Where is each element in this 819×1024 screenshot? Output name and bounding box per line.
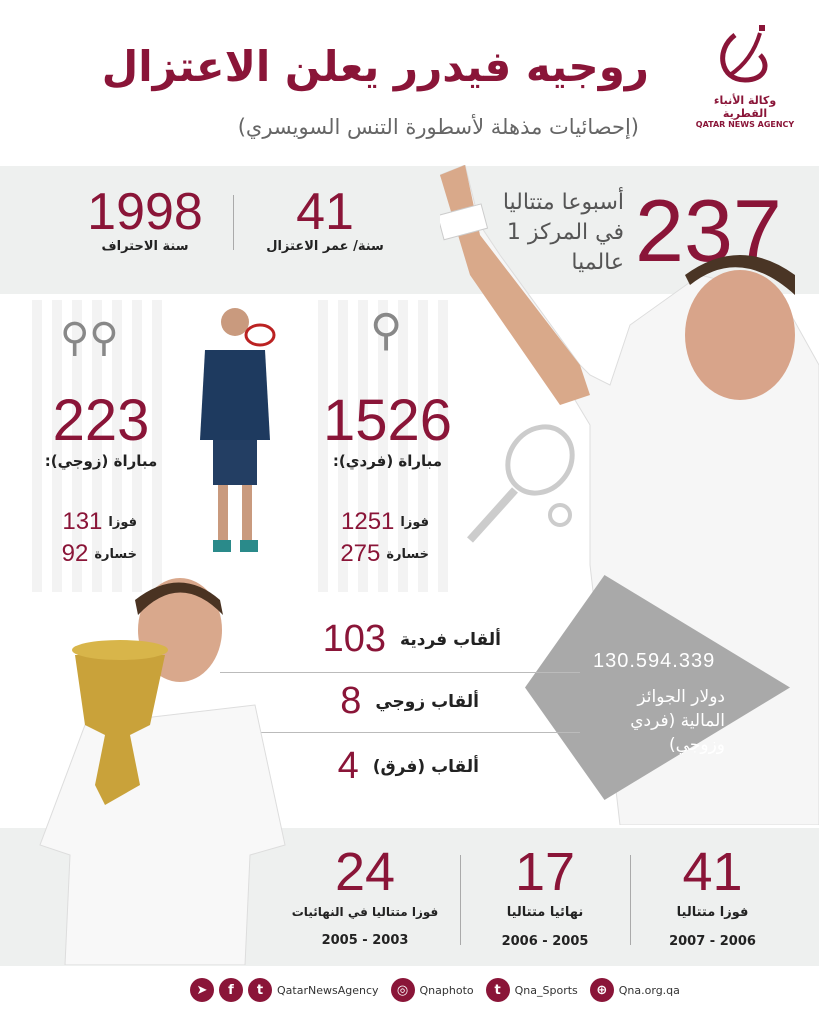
retire-age-stat: 41 سنة/ عمر الاعتزال [255,185,395,254]
doubles-wins: فوزا 131 [62,508,137,536]
streak-value: 41 [682,842,743,902]
streak-stat: 24 فوزا متتاليا في النهائيات 2005 - 2003 [290,843,440,948]
divider [233,195,234,250]
singles-matches-value: 1526 [322,388,453,453]
footer-twitter[interactable]: t Qna_Sports [485,978,578,1002]
website-link[interactable]: Qna.org.qa [618,983,680,997]
footer: ➤ f t QatarNewsAgency ◎ Qnaphoto t Qna_S… [190,978,680,1002]
titles-teams-label: ألقاب (فرق) [372,756,479,777]
titles-singles-value: 103 [322,618,387,660]
instagram-icon: ◎ [390,978,415,1002]
doubles-panel [32,300,170,592]
streak-years: 2005 - 2003 [321,933,409,948]
singles-wins: فوزا 1251 [341,508,429,536]
streak-label: نهائيا متتاليا [506,905,584,920]
singles-wins-label: فوزا [400,514,429,530]
title-divider [220,672,580,673]
retire-age-value: 41 [296,183,354,241]
footer-handle[interactable]: QatarNewsAgency [277,983,379,997]
instagram-handle[interactable]: Qnaphoto [419,983,474,997]
titles-doubles-value: 8 [340,680,362,722]
federer-trophy-photo [35,575,290,966]
divider [630,855,631,945]
titles-teams: ألقاب (فرق) 4 [338,745,479,788]
singles-losses: خسارة 275 [340,540,429,568]
logo-arabic: وكالة الأنباء القطرية [713,94,777,120]
streak-label: فوزا متتاليا [676,905,749,920]
facebook-icon: f [219,978,243,1002]
prize-value: 130.594.339 [593,650,716,672]
footer-website[interactable]: ⊕ Qna.org.qa [589,978,680,1002]
streak-value: 24 [334,842,396,902]
doubles-losses: خسارة 92 [62,540,137,568]
top-band [0,166,819,294]
streak-years: 2007 - 2006 [669,934,756,949]
tennis-racket-icon [460,420,580,554]
footer-social-main[interactable]: ➤ f t QatarNewsAgency [190,978,379,1002]
telegram-icon: ➤ [190,978,214,1002]
title-divider [220,732,580,733]
doubles-wins-value: 131 [62,508,103,535]
titles-singles-label: ألقاب فردية [400,629,501,650]
weeks-label-line: أسبوعا متتاليا [502,190,624,215]
doubles-matches-value: 223 [52,388,150,453]
doubles-losses-label: خسارة [94,546,137,562]
streak-value: 17 [514,842,576,902]
doubles-wins-label: فوزا [108,514,137,530]
singles-stat: 1526 مباراة (فردي): [310,388,465,471]
qna-logo-icon [720,25,768,83]
singles-player-icon: ⚲ [370,305,403,356]
titles-doubles: ألقاب زوجي 8 [340,680,479,723]
divider [460,855,461,945]
footer-instagram[interactable]: ◎ Qnaphoto [390,978,474,1002]
doubles-stat: 223 مباراة (زوجي): [32,388,170,471]
page-title: روجيه فيدرر يعلن الاعتزال [101,42,649,91]
titles-singles: ألقاب فردية 103 [323,618,501,661]
singles-losses-value: 275 [340,540,381,567]
weeks-label-line: في المركز 1 [506,220,624,245]
weeks-label-line: عالميا [571,250,624,275]
titles-doubles-label: ألقاب زوجي [375,691,479,712]
prize-label: دولار الجوائز المالية (فردي وزوجي) [630,687,725,755]
twitter-handle[interactable]: Qna_Sports [514,983,578,997]
singles-wins-value: 1251 [341,508,395,535]
doubles-losses-value: 92 [61,540,89,567]
doubles-matches-label: مباراة (زوجي): [44,452,158,470]
globe-icon: ⊕ [589,978,614,1002]
federer-standing-photo [185,300,285,570]
twitter-icon: t [485,978,510,1002]
weeks-label: أسبوعا متتاليا في المركز 1 عالميا [503,188,624,278]
pro-year-stat: 1998 سنة الاحتراف [75,185,215,254]
pro-year-label: سنة الاحتراف [101,239,189,254]
streak-label: فوزا متتاليا في النهائيات [291,905,439,919]
twitter-icon: t [248,978,272,1002]
pro-year-value: 1998 [87,183,203,241]
titles-teams-value: 4 [337,745,359,787]
doubles-players-icon: ⚲⚲ [60,315,119,361]
logo-english: QATAR NEWS AGENCY [695,120,795,129]
streak-years: 2006 - 2005 [501,934,589,949]
singles-losses-label: خسارة [386,546,429,562]
singles-matches-label: مباراة (فردي): [332,452,443,470]
singles-panel [318,300,456,592]
page-subtitle: (إحصائيات مذهلة لأسطورة التنس السويسري) [237,115,639,139]
streak-stat: 17 نهائيا متتاليا 2006 - 2005 [470,843,620,949]
logo: وكالة الأنباء القطرية QATAR NEWS AGENCY [690,25,800,129]
retire-age-label: سنة/ عمر الاعتزال [266,239,384,254]
streak-stat: 41 فوزا متتاليا 2007 - 2006 [640,843,785,949]
